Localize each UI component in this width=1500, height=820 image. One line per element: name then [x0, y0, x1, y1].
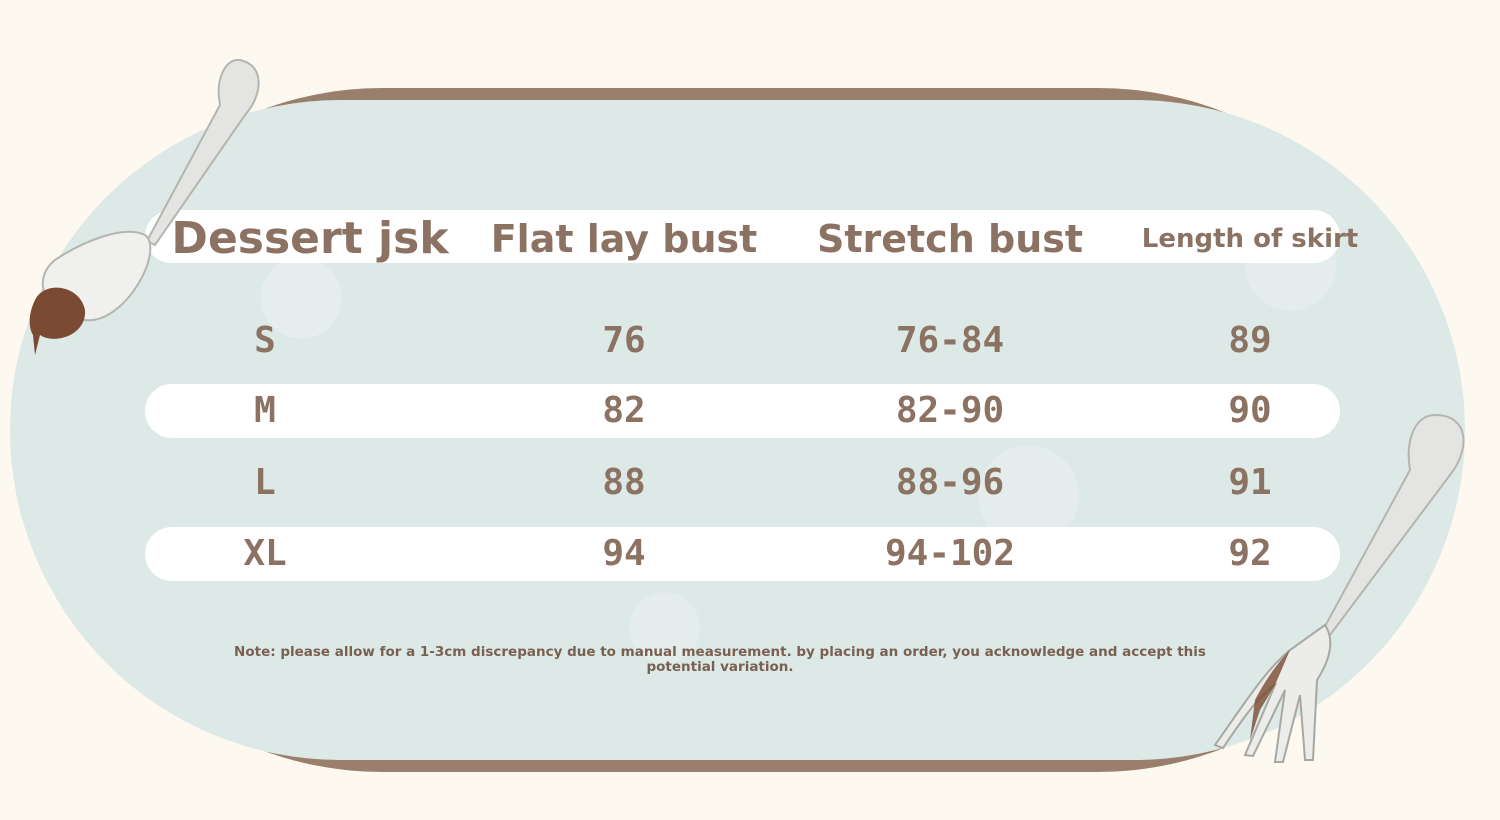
table-row: M 82 82-90 90 — [0, 384, 1500, 438]
flat-bust-cell: 82 — [602, 390, 646, 431]
header-stretch-bust: Stretch bust — [816, 217, 1084, 261]
fork-icon — [1213, 413, 1465, 763]
row-bar-m — [145, 384, 1340, 438]
table-row: XL 94 94-102 92 — [0, 527, 1500, 581]
header-bar — [145, 210, 1340, 263]
stretch-bust-cell: 76-84 — [895, 320, 1005, 361]
flat-bust-cell: 76 — [602, 320, 646, 361]
stretch-bust-cell: 82-90 — [895, 390, 1005, 431]
skirt-length-cell: 90 — [1228, 390, 1272, 431]
skirt-length-cell: 89 — [1228, 320, 1272, 361]
row-bar-xl — [145, 527, 1340, 581]
table-row: L 88 88-96 91 — [0, 456, 1500, 510]
spoon-icon — [29, 58, 260, 355]
size-cell: S — [254, 320, 276, 361]
header-skirt-length: Length of skirt — [1141, 224, 1359, 254]
table-header: Dessert jsk Flat lay bust Stretch bust L… — [0, 212, 1500, 266]
skirt-length-cell: 91 — [1228, 462, 1272, 503]
table-row: S 76 76-84 89 — [0, 314, 1500, 368]
measurement-note: Note: please allow for a 1-3cm discrepan… — [234, 644, 1206, 675]
stretch-bust-cell: 94-102 — [884, 533, 1016, 574]
flat-bust-cell: 88 — [602, 462, 646, 503]
size-cell: L — [254, 462, 276, 503]
size-cell: M — [254, 390, 276, 431]
header-product: Dessert jsk — [171, 213, 449, 264]
header-flat-bust: Flat lay bust — [490, 217, 758, 261]
skirt-length-cell: 92 — [1228, 533, 1272, 574]
stretch-bust-cell: 88-96 — [895, 462, 1005, 503]
flat-bust-cell: 94 — [602, 533, 646, 574]
size-cell: XL — [243, 533, 287, 574]
